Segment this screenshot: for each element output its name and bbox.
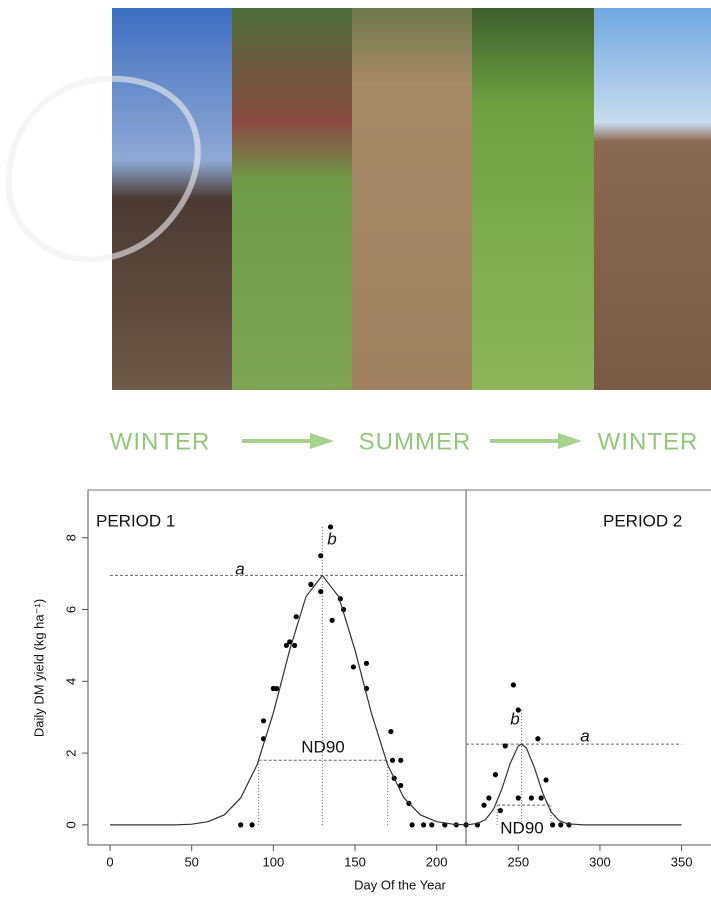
period-label: PERIOD 1: [96, 511, 175, 530]
y-tick-label: 0: [63, 821, 78, 828]
data-point: [327, 524, 334, 530]
data-point: [566, 822, 572, 828]
data-point: [486, 795, 492, 801]
data-point: [502, 743, 508, 749]
data-point: [260, 718, 267, 724]
data-point: [318, 553, 324, 559]
x-tick-label: 200: [426, 854, 448, 869]
photo: [472, 8, 594, 390]
annotation: ND90: [301, 737, 344, 756]
x-tick-label: 250: [507, 854, 529, 869]
data-point: [350, 664, 356, 670]
data-point: [510, 682, 517, 688]
x-tick-label: 0: [106, 854, 113, 869]
data-point: [497, 807, 503, 814]
data-point: [389, 757, 396, 763]
y-tick-label: 2: [63, 749, 78, 756]
data-point: [363, 660, 370, 666]
data-point: [388, 728, 394, 735]
data-point: [515, 795, 521, 801]
data-point: [420, 822, 427, 828]
annotation: b: [510, 709, 519, 728]
photo: [352, 8, 472, 390]
data-point: [528, 795, 534, 801]
annotation: ND90: [500, 818, 543, 837]
x-tick-label: 50: [184, 854, 198, 869]
data-point: [538, 795, 544, 801]
data-point: [287, 639, 293, 645]
x-tick-label: 300: [589, 854, 611, 869]
period-label: PERIOD 2: [603, 511, 682, 530]
annotation: a: [580, 726, 589, 745]
data-point: [515, 707, 521, 713]
season-label: SUMMER: [359, 428, 472, 455]
photo: [594, 8, 711, 390]
data-point: [429, 822, 435, 828]
data-point: [481, 802, 487, 808]
annotation: b: [327, 529, 336, 548]
data-point: [558, 822, 564, 828]
season-label: WINTER: [110, 428, 211, 455]
data-point: [535, 736, 541, 742]
data-point: [329, 617, 335, 623]
x-tick-label: 100: [262, 854, 284, 869]
photo: [232, 8, 352, 390]
y-tick-label: 6: [63, 606, 78, 613]
fit-curve: [465, 743, 682, 826]
x-axis-title: Day Of the Year: [354, 877, 446, 892]
data-point: [293, 614, 299, 620]
data-point: [249, 822, 255, 828]
data-point: [543, 777, 549, 783]
decoration: [5, 75, 201, 263]
y-axis-title: Daily DM yield (kg ha⁻¹): [31, 599, 46, 737]
data-point: [398, 757, 404, 763]
photo: [112, 8, 232, 390]
data-point: [308, 581, 314, 588]
data-point: [549, 822, 556, 828]
x-tick-label: 350: [671, 854, 693, 869]
data-point: [409, 822, 415, 828]
data-point: [492, 772, 499, 778]
fit-curve: [110, 574, 467, 826]
x-tick-label: 150: [344, 854, 366, 869]
data-point: [283, 642, 290, 649]
season-label: WINTER: [598, 428, 699, 455]
annotation: a: [235, 559, 244, 578]
data-point: [238, 822, 244, 828]
y-tick-label: 4: [63, 678, 78, 685]
data-point: [463, 822, 469, 828]
data-point: [274, 685, 280, 692]
data-point: [318, 588, 324, 595]
photo-strip: [112, 8, 711, 390]
data-point: [291, 642, 298, 649]
y-tick-label: 8: [63, 534, 78, 541]
chart: 0 50 100 150 200 250 300 350 0 2 4 6 8 Day Of the Yea…: [31, 489, 711, 892]
data-point: [398, 782, 404, 789]
arrows: [242, 433, 582, 449]
